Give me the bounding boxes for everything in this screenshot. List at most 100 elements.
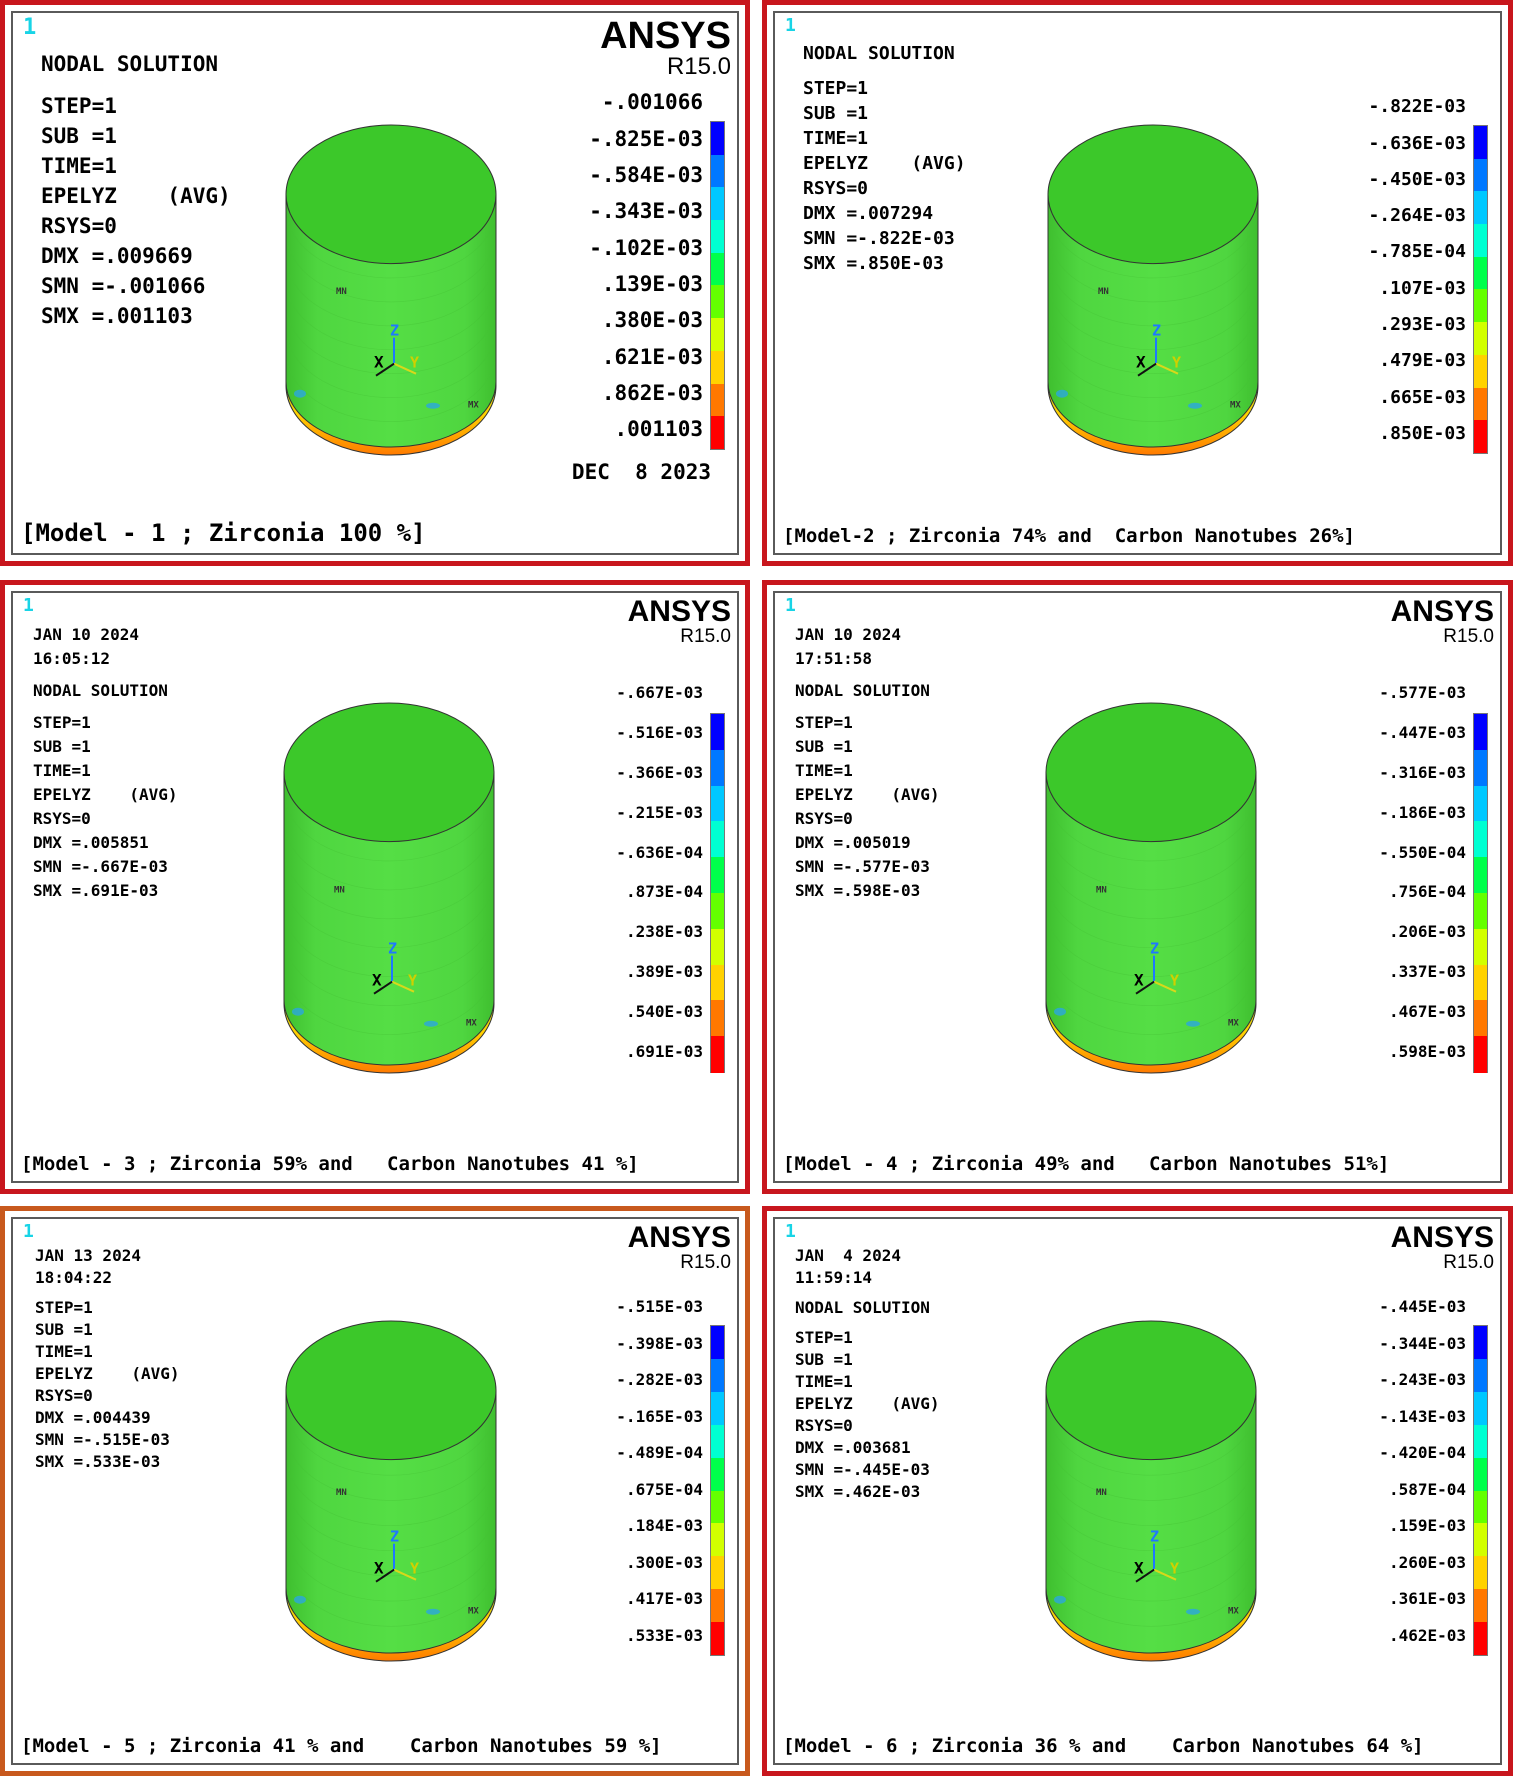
legend-value: -.165E-03 [616,1406,703,1426]
mesh-line [286,1566,496,1627]
legend-value: -.264E-03 [1368,205,1466,227]
mesh-line [286,242,496,303]
ansys-brand: ANSYS [627,595,731,628]
mesh-line [286,1516,496,1577]
legend-value: -.445E-03 [1379,1297,1466,1317]
color-band [1474,857,1487,894]
info-line: TIME=1 [795,1372,853,1391]
cylinder-top [285,124,497,265]
legend-value: .260E-03 [1388,1552,1466,1572]
z-axis-label: Z [1150,940,1159,958]
cylinder-side [285,1389,497,1654]
color-band [1474,420,1487,454]
y-axis-line [1153,980,1177,993]
info-line: DMX =.005019 [795,833,911,852]
info-line: EPELYZ (AVG) [795,1394,940,1413]
mesh-line [286,1541,496,1602]
solution-info: NODAL SOLUTION STEP=1 SUB =1 TIME=1 EPELYZ (… [803,41,966,276]
legend-value: -.282E-03 [616,1370,703,1390]
model-caption: [Model - 1 ; Zirconia 100 %] [21,519,426,547]
x-axis-line [373,980,393,995]
color-band [711,1523,724,1557]
ansys-brand: ANSYS [600,15,731,57]
info-line: STEP=1 [35,1298,93,1317]
ansys-logo: ANSYS R15.0 [1390,1221,1494,1273]
y-axis-line [393,1568,417,1581]
mesh-line [1046,1566,1256,1627]
solution-info: JAN 10 2024 17:51:58 NODAL SOLUTION STEP=1 S… [795,623,940,903]
max-tag: MX [1228,1607,1239,1617]
legend-value: -.143E-03 [1379,1406,1466,1426]
info-line: DMX =.009669 [41,244,193,268]
color-band [711,318,724,352]
ansys-logo: ANSYS R15.0 [1391,597,1494,647]
max-tag: MX [468,1607,479,1617]
plot-time: 16:05:12 [33,649,111,668]
info-line: EPELYZ (AVG) [35,1364,180,1383]
max-tag: MX [1228,1019,1239,1029]
ansys-brand: ANSYS [1390,1221,1494,1254]
cylinder-model: MN MX ZY X [285,1320,497,1662]
min-spot [426,402,440,409]
color-band [711,1457,724,1491]
result-title: NODAL SOLUTION [795,681,930,700]
color-band [711,1000,724,1037]
contour-legend: -.577E-03 -.447E-03 -.316E-03 -.186E-03 -.55… [775,593,1500,1181]
info-line: SUB =1 [795,737,853,756]
color-band [711,1359,724,1393]
mesh-line [1048,242,1258,303]
color-band [1474,1490,1487,1524]
panel-canvas: MN MX Z Y X 1 ANSYS R15.0 JAN 4 2024 11:59:14 NODA… [773,1217,1502,1765]
info-line: SMN =-.001066 [41,274,206,298]
model-caption: [Model - 3 ; Zirconia 59% and Carbon Nan… [21,1153,639,1175]
color-band [711,857,724,894]
y-axis-label: Y [1170,1560,1179,1578]
max-tag: MX [468,401,479,411]
legend-value: -.450E-03 [1368,168,1466,190]
mesh-line [1046,859,1256,920]
mesh-line [1046,1516,1256,1577]
color-band [1474,1556,1487,1590]
color-band [711,1621,724,1656]
mesh-line [284,801,494,862]
legend-value: .479E-03 [1379,350,1466,372]
max-tag: MX [466,1019,477,1029]
info-line: SMN =-.667E-03 [33,857,168,876]
min-spot [1056,389,1068,398]
x-axis-line [1137,362,1157,377]
color-band [711,122,724,156]
color-band [1474,928,1487,966]
info-line: RSYS=0 [33,809,91,828]
model-caption: [Model - 4 ; Zirconia 49% and Carbon Nan… [783,1153,1390,1175]
plot-date: JAN 10 2024 [33,625,139,644]
color-band [711,187,724,221]
mesh-line [284,974,494,1035]
mesh-line [1046,916,1256,977]
color-band [711,1589,724,1623]
legend-value: -.515E-03 [616,1297,703,1317]
ansys-release: R15.0 [1443,1252,1494,1273]
result-title: NODAL SOLUTION [803,43,955,64]
legend-value: -.822E-03 [1368,96,1466,118]
color-band [1474,785,1487,822]
contour-legend: -.822E-03 -.636E-03 -.450E-03 -.264E-03 -.78… [775,13,1500,553]
info-line: RSYS=0 [795,809,853,828]
color-bar [1473,125,1488,454]
legend-value: -.584E-03 [589,163,703,187]
color-band [1474,713,1487,751]
color-band [1474,126,1487,160]
info-line: SMN =-.577E-03 [795,857,930,876]
color-band [711,252,724,286]
cylinder-model: MN MX ZY X [1045,702,1257,1074]
info-line: SUB =1 [795,1350,853,1369]
info-line: SUB =1 [33,737,91,756]
legend-value: .621E-03 [601,344,703,369]
result-title: NODAL SOLUTION [795,1298,930,1317]
mesh-line [1046,1440,1256,1501]
y-axis-label: Y [1172,354,1181,372]
info-line: EPELYZ (AVG) [803,153,966,174]
legend-value: .107E-03 [1379,277,1466,299]
min-tag: MN [1096,886,1107,896]
contour-legend: -.667E-03 -.516E-03 -.366E-03 -.215E-03 -.63… [13,593,737,1181]
result-panel-5: MN MX Z Y X 1 ANSYS R15.0 JAN 13 2024 18:04:22 STE… [0,1206,750,1776]
